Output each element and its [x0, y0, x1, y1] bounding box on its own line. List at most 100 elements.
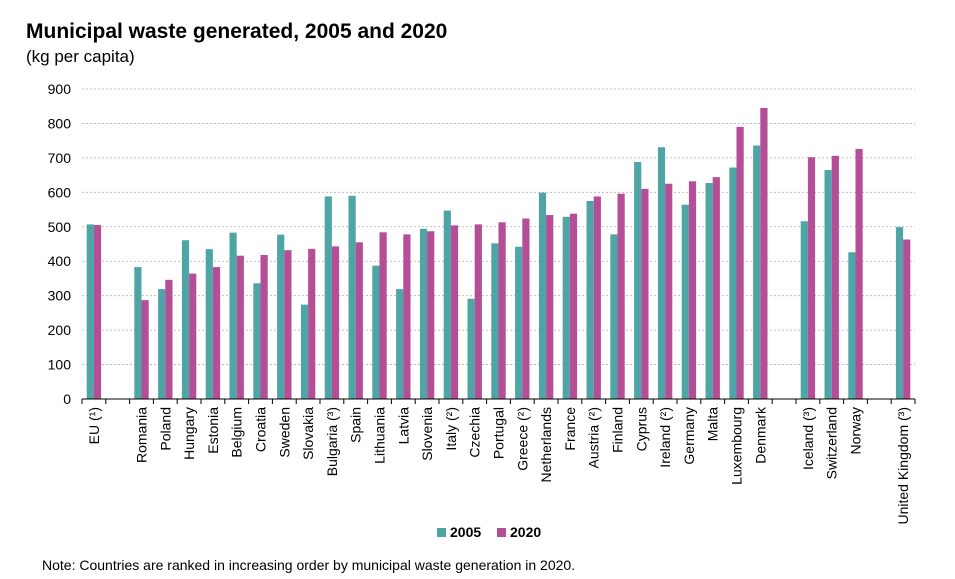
x-tick-label: Slovenia: [419, 407, 435, 461]
x-tick-label: France: [562, 407, 578, 451]
bar-2020-luxembourg: [736, 126, 744, 399]
bar-2020-estonia: [212, 267, 221, 399]
x-tick-label: Luxembourg: [729, 407, 745, 485]
legend: 2005 2020: [437, 524, 541, 540]
bar-2020-denmark: [760, 107, 768, 399]
bar-2020-poland: [165, 279, 173, 399]
legend-swatch-2005: [437, 528, 446, 537]
x-tick-label: Romania: [134, 407, 150, 463]
bar-2020-lithuania: [379, 232, 387, 399]
y-tick-label: 300: [48, 288, 72, 304]
x-tick-label: Denmark: [752, 406, 768, 464]
x-tick-label: Croatia: [253, 407, 269, 452]
bar-2020-sweden: [284, 250, 292, 399]
x-tick-label: Hungary: [181, 407, 197, 460]
bar-2005-estonia: [205, 249, 213, 399]
x-tick-label: Finland: [610, 407, 626, 453]
x-axis-labels: EU (¹) Romania Poland Hungary Estonia Belgium…: [86, 406, 911, 524]
x-tick-label: Iceland (³): [800, 407, 816, 470]
bar-2005-poland: [158, 289, 166, 399]
bars: [86, 107, 911, 399]
bar-2005-ireland: [657, 147, 666, 399]
y-tick-label: 800: [48, 115, 72, 131]
x-tick-label: Estonia: [205, 407, 221, 454]
bar-2020-romania: [141, 300, 149, 399]
bar-2005-norway: [848, 252, 856, 399]
x-tick-label: Latvia: [395, 407, 411, 445]
bar-2020-cyprus: [641, 188, 649, 399]
x-tick-label: Germany: [681, 407, 697, 465]
x-axis-ticks: [81, 399, 916, 404]
x-tick-label: Portugal: [491, 407, 507, 459]
bar-2020-iceland: [807, 157, 816, 399]
x-tick-label: Austria (²): [586, 407, 602, 468]
bar-2020-italy: [450, 225, 459, 399]
y-tick-label: 900: [48, 81, 72, 97]
bar-2005-bulgaria: [324, 196, 332, 399]
bar-2005-lithuania: [372, 265, 380, 399]
legend-swatch-2020: [497, 528, 506, 537]
y-tick-label: 200: [48, 322, 72, 338]
bar-2005-czechia: [467, 298, 475, 399]
x-tick-label: Bulgaria (³): [324, 407, 340, 476]
bar-2020-france: [569, 213, 578, 399]
bar-2020-eu: [93, 225, 102, 399]
bar-2005-germany: [681, 204, 689, 399]
bar-2020-norway: [855, 148, 863, 399]
y-tick-label: 600: [48, 184, 72, 200]
bar-2020-finland: [617, 193, 625, 399]
x-tick-label: Switzerland: [824, 407, 840, 479]
bar-2005-latvia: [396, 289, 404, 399]
bar-2005-slovenia: [419, 228, 428, 399]
bar-2005-romania: [134, 267, 142, 399]
y-tick-label: 500: [48, 219, 72, 235]
bar-2005-hungary: [181, 240, 190, 399]
bar-2005-finland: [610, 234, 618, 399]
bar-2005-belgium: [229, 232, 237, 399]
y-tick-label: 400: [48, 253, 72, 269]
bar-2005-switzerland: [824, 169, 832, 399]
bar-2020-slovenia: [427, 231, 435, 399]
x-tick-label: Italy (²): [443, 407, 459, 451]
y-axis-ticks: 0 100 200 300 400 500 600 700 800 900: [48, 81, 72, 407]
x-tick-label: Spain: [348, 407, 364, 443]
chart-note: Note: Countries are ranked in increasing…: [42, 557, 576, 573]
chart-subtitle: (kg per capita): [26, 47, 135, 66]
bar-2005-slovakia: [300, 304, 309, 399]
x-tick-label: Ireland (²): [657, 407, 673, 468]
bar-2020-hungary: [189, 273, 197, 399]
chart-title: Municipal waste generated, 2005 and 2020: [26, 20, 448, 43]
x-tick-label: Poland: [157, 407, 173, 451]
x-tick-label: Norway: [848, 407, 864, 454]
bar-2005-denmark: [753, 145, 761, 399]
x-tick-label: Cyprus: [633, 407, 649, 451]
bar-2020-spain: [355, 242, 363, 399]
bar-2005-greece: [515, 246, 523, 399]
bar-2020-netherlands: [546, 215, 554, 399]
x-tick-label: Belgium: [229, 407, 245, 458]
bar-2005-spain: [348, 195, 356, 399]
bar-2020-united-kingdom: [903, 239, 911, 399]
x-tick-label: Sweden: [276, 407, 292, 458]
bar-2020-greece: [522, 218, 530, 399]
x-tick-label: Czechia: [467, 407, 483, 458]
x-tick-label: Lithuania: [372, 407, 388, 464]
x-tick-label: United Kingdom (³): [895, 407, 911, 525]
bar-2005-sweden: [277, 234, 285, 399]
bar-2005-croatia: [253, 283, 261, 399]
bar-2005-portugal: [491, 243, 499, 399]
bar-2020-croatia: [260, 255, 268, 399]
bar-2005-austria: [586, 200, 594, 399]
bar-2020-portugal: [498, 222, 506, 399]
bar-2020-austria: [593, 196, 601, 399]
bar-2020-bulgaria: [331, 246, 340, 399]
bar-2005-cyprus: [634, 162, 642, 399]
bar-2020-czechia: [474, 224, 482, 399]
bar-2020-malta: [712, 177, 720, 399]
x-tick-label: Slovakia: [300, 407, 316, 460]
bar-2020-slovakia: [308, 248, 316, 399]
bar-2005-malta: [705, 183, 713, 399]
y-tick-label: 0: [63, 391, 71, 407]
bar-2020-latvia: [403, 234, 411, 399]
